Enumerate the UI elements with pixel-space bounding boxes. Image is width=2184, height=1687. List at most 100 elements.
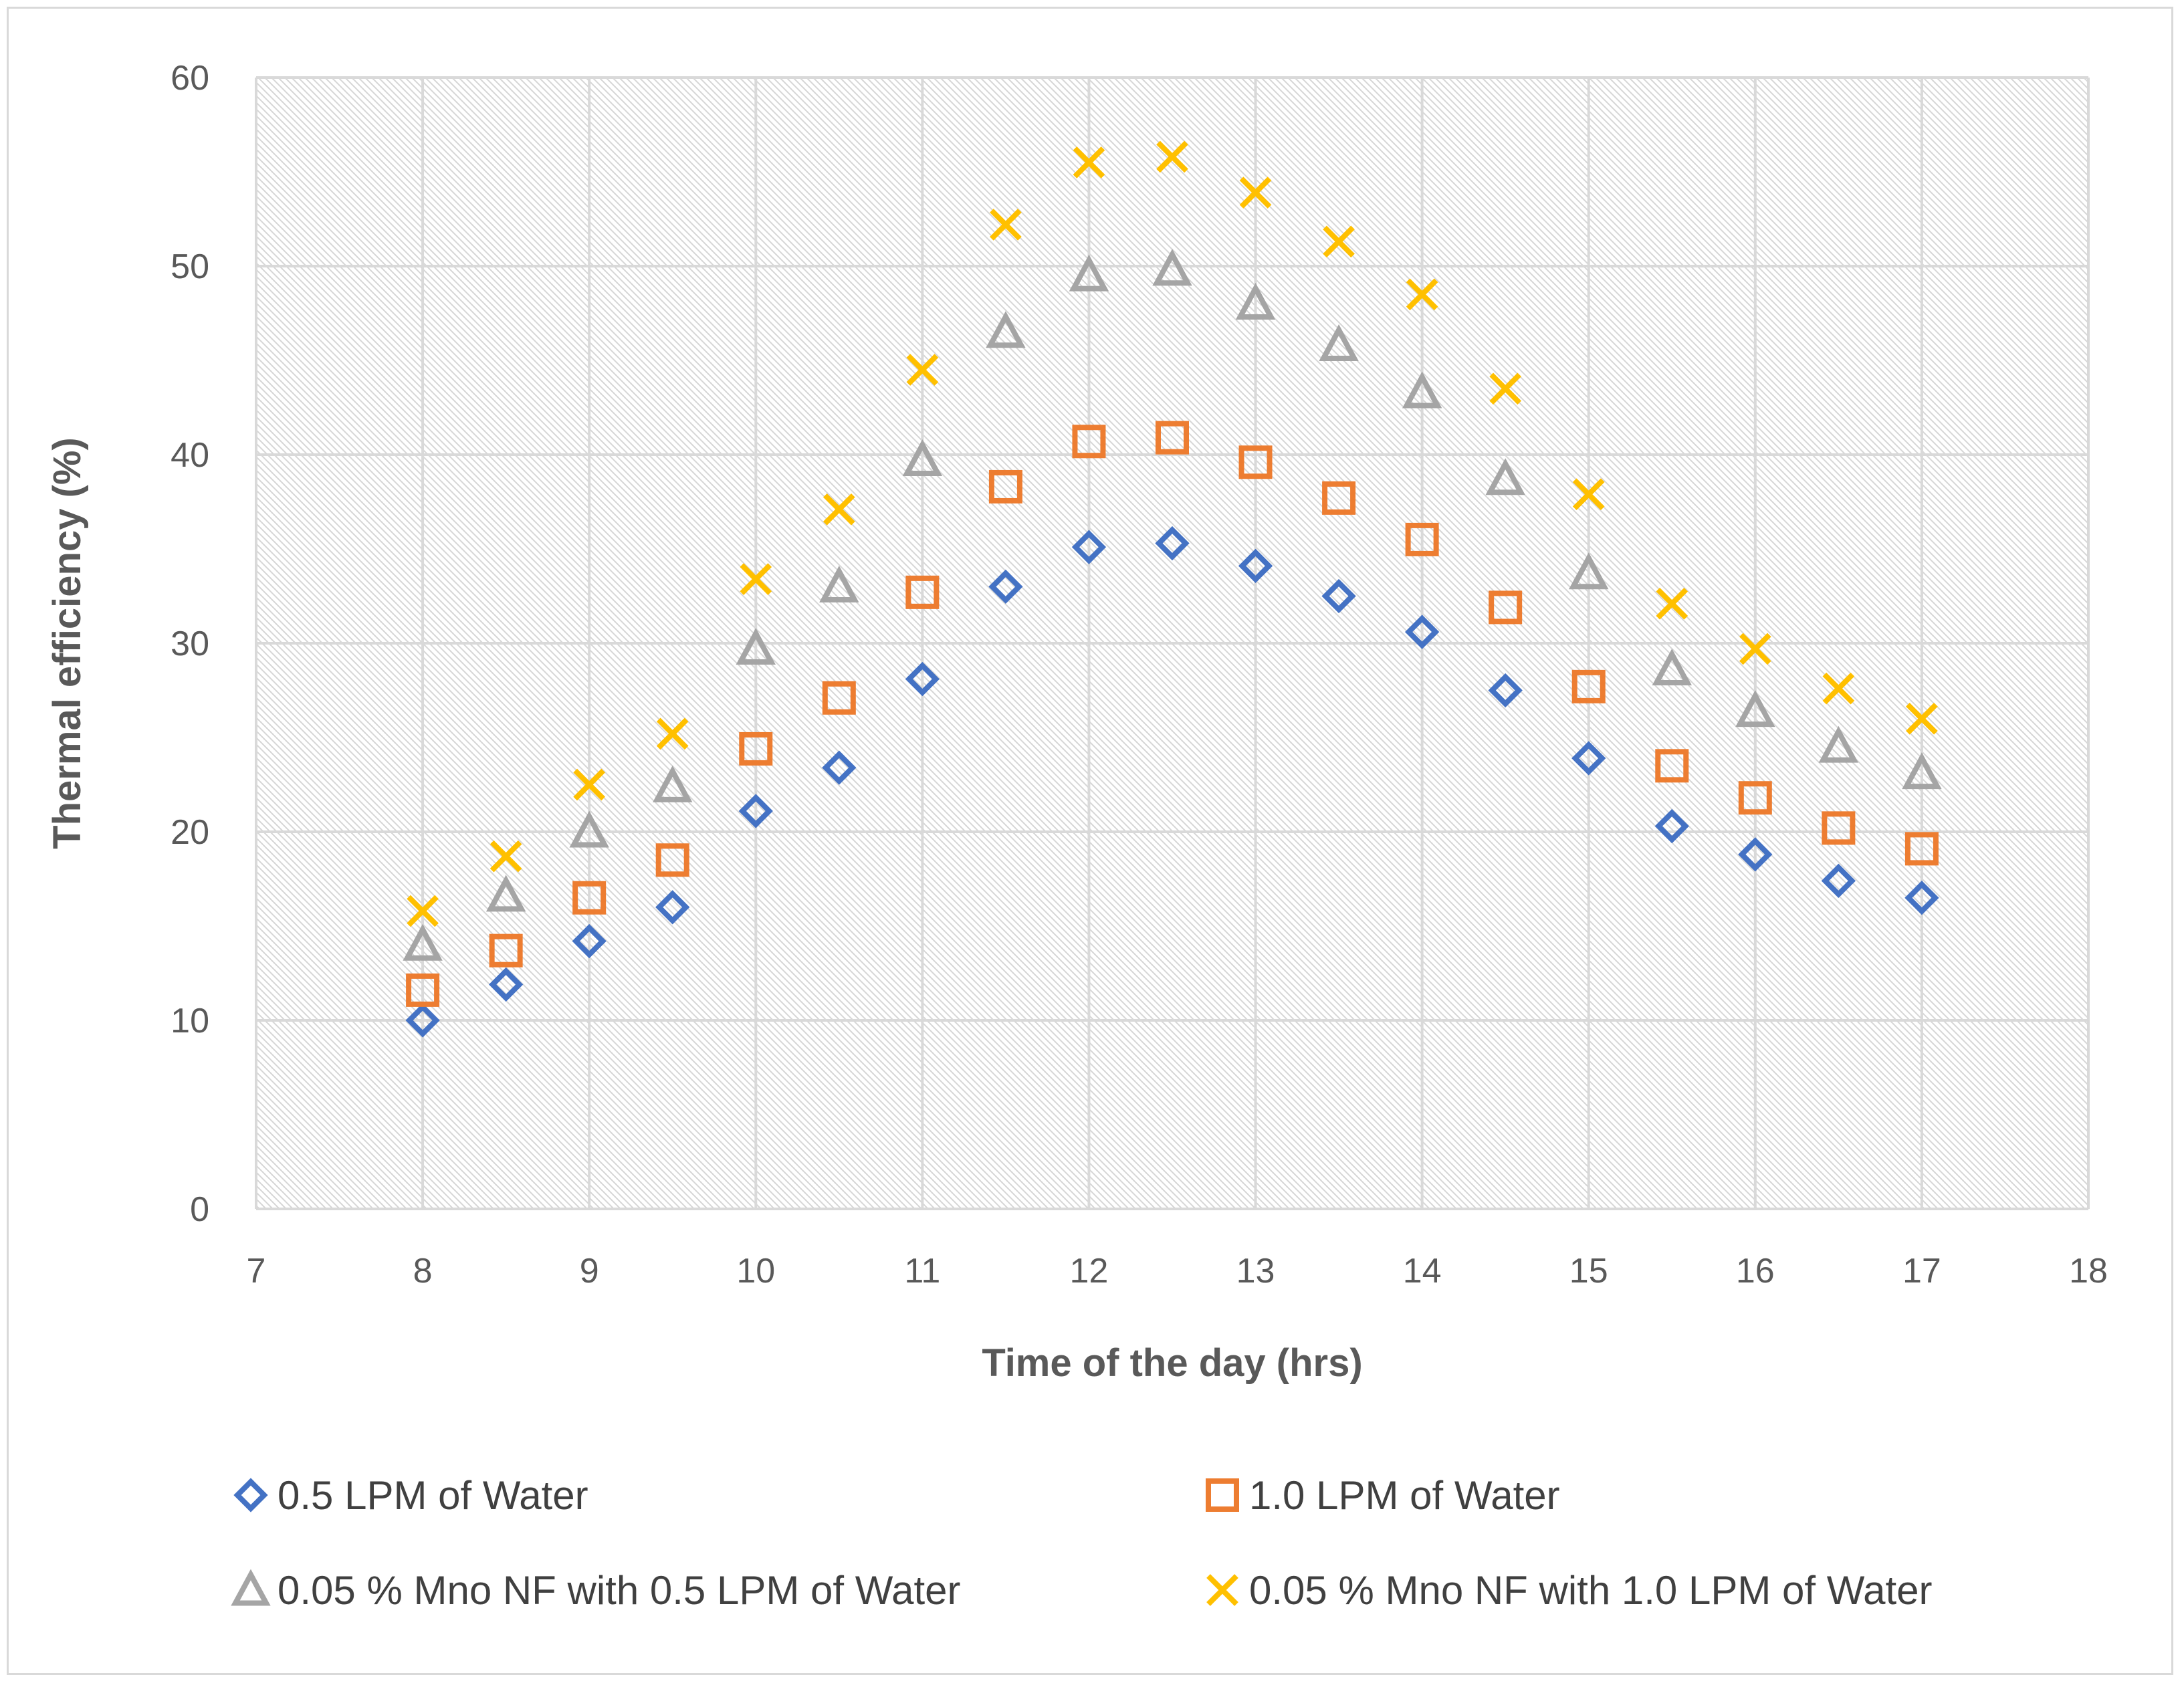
point-triangle xyxy=(1235,282,1276,320)
point-triangle xyxy=(736,628,776,665)
legend-item-0: 0.5 LPM of Water xyxy=(233,1473,588,1518)
point-triangle xyxy=(1319,324,1359,361)
x-tick-label: 15 xyxy=(1569,1252,1608,1290)
point-triangle xyxy=(1569,552,1609,590)
y-tick-label: 10 xyxy=(171,1002,209,1040)
x-tick-label: 18 xyxy=(2069,1252,2108,1290)
point-cross xyxy=(656,717,689,750)
point-diamond xyxy=(905,661,940,697)
x-tick-label: 17 xyxy=(1902,1252,1941,1290)
point-triangle xyxy=(403,923,443,961)
point-triangle xyxy=(819,565,859,602)
point-triangle xyxy=(1485,458,1525,495)
point-square xyxy=(905,575,940,609)
point-cross xyxy=(407,895,439,927)
x-tick-label: 8 xyxy=(413,1252,433,1290)
point-square xyxy=(406,973,440,1007)
point-triangle xyxy=(1402,371,1442,409)
point-diamond xyxy=(1904,881,1939,915)
point-triangle xyxy=(1652,649,1692,686)
point-cross xyxy=(906,354,939,386)
point-diamond xyxy=(1155,526,1190,561)
legend: 0.5 LPM of Water 1.0 LPM of Water 0.05 %… xyxy=(231,1473,1933,1613)
legend-label-2: 0.05 % Mno NF with 0.5 LPM of Water xyxy=(278,1568,961,1613)
point-cross xyxy=(1906,702,1938,735)
point-square xyxy=(1571,669,1606,703)
point-triangle xyxy=(653,765,693,802)
cross-stroke xyxy=(656,717,689,750)
point-diamond xyxy=(1238,548,1273,584)
point-triangle xyxy=(1818,725,1859,763)
cross-stroke xyxy=(1906,702,1938,735)
cross-stroke xyxy=(1822,672,1855,705)
point-diamond xyxy=(1654,808,1689,844)
legend-marker-triangle xyxy=(231,1569,271,1606)
cross-stroke xyxy=(1739,633,1771,665)
cross-stroke xyxy=(1323,225,1355,258)
x-tick-label: 12 xyxy=(1070,1252,1109,1290)
legend-marker-cross xyxy=(1206,1574,1238,1606)
point-diamond xyxy=(988,569,1023,604)
legend-label-0: 0.5 LPM of Water xyxy=(278,1473,588,1518)
legend-square-mark xyxy=(1206,1478,1239,1512)
series-1 xyxy=(406,421,1939,1007)
cross-stroke xyxy=(1572,478,1605,511)
point-triangle xyxy=(1069,254,1109,292)
cross-stroke xyxy=(1656,587,1688,620)
data-points xyxy=(403,140,1942,1038)
y-tick-label: 30 xyxy=(171,625,209,663)
x-tick-label: 13 xyxy=(1236,1252,1275,1290)
x-tick-label: 7 xyxy=(247,1252,266,1290)
y-tick-label: 40 xyxy=(171,436,209,475)
x-tick-label: 9 xyxy=(580,1252,599,1290)
legend-item-1: 1.0 LPM of Water xyxy=(1206,1473,1560,1518)
point-square xyxy=(489,933,523,968)
cross-stroke xyxy=(1489,372,1522,405)
point-diamond xyxy=(1571,741,1606,776)
point-triangle xyxy=(1902,752,1942,790)
x-tick-label: 11 xyxy=(904,1252,940,1290)
cross-stroke xyxy=(906,354,939,386)
point-diamond xyxy=(1738,837,1773,872)
point-diamond xyxy=(405,1003,440,1038)
legend-triangle-mark xyxy=(231,1569,271,1606)
point-cross xyxy=(1406,278,1438,311)
point-diamond xyxy=(1321,578,1356,614)
cross-stroke xyxy=(740,563,772,595)
point-diamond xyxy=(1404,614,1440,649)
point-square xyxy=(1904,832,1939,866)
cross-stroke xyxy=(1156,140,1188,173)
point-cross xyxy=(489,840,522,873)
point-diamond xyxy=(1488,673,1523,708)
point-cross xyxy=(1656,587,1688,620)
point-triangle xyxy=(1152,249,1192,286)
cross-stroke xyxy=(407,895,439,927)
point-cross xyxy=(1156,140,1188,173)
point-triangle xyxy=(569,810,609,848)
x-tick-label: 10 xyxy=(736,1252,775,1290)
legend-diamond-mark xyxy=(233,1478,268,1512)
legend-item-2: 0.05 % Mno NF with 0.5 LPM of Water xyxy=(231,1568,961,1613)
point-square xyxy=(1238,445,1273,479)
point-diamond xyxy=(738,794,773,828)
cross-stroke xyxy=(1073,146,1105,179)
y-tick-label: 50 xyxy=(171,247,209,286)
point-square xyxy=(1822,811,1856,845)
point-square xyxy=(1738,781,1772,815)
point-triangle xyxy=(986,311,1026,348)
cross-stroke xyxy=(1406,278,1438,311)
point-square xyxy=(572,881,607,915)
cross-stroke xyxy=(1206,1574,1238,1606)
point-diamond xyxy=(572,923,607,959)
point-diamond xyxy=(488,967,524,1002)
point-diamond xyxy=(1071,530,1107,564)
tick-labels: 0 10 20 30 40 50 60 7 8 9 10 11 12 13 14 15 16 17 18 xyxy=(171,59,2108,1290)
x-axis-title: Time of the day (hrs) xyxy=(982,1341,1362,1385)
point-cross xyxy=(1073,146,1105,179)
series-3 xyxy=(407,140,1938,927)
point-cross xyxy=(740,563,772,595)
x-tick-label: 16 xyxy=(1736,1252,1775,1290)
cross-stroke xyxy=(573,768,606,801)
series-2 xyxy=(403,249,1942,961)
